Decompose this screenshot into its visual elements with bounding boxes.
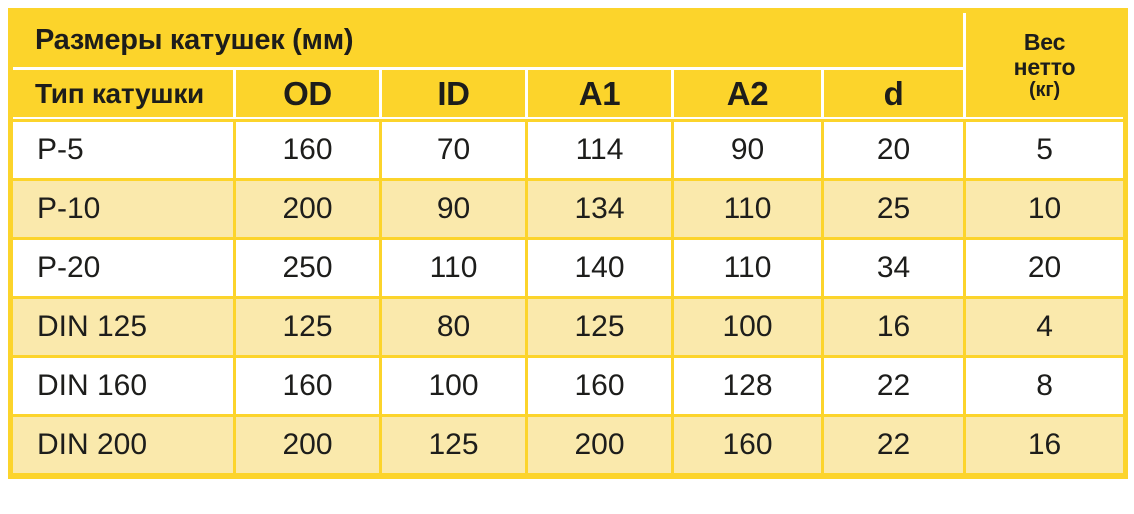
table-row: DIN 200 200 125 200 160 22 16 [13,414,1124,473]
table-row: DIN 125 125 80 125 100 16 4 [13,296,1124,355]
table-row: DIN 160 160 100 160 128 22 8 [13,355,1124,414]
table-row: Р-20 250 110 140 110 34 20 [13,237,1124,296]
d-cell: 34 [821,237,964,296]
spool-type-cell: Р-10 [13,178,233,237]
spool-dimensions-table: Размеры катушек (мм) Вес нетто (кг) Тип … [8,8,1129,479]
d-cell: 22 [821,414,964,473]
a1-cell: 140 [525,237,671,296]
od-cell: 200 [233,178,379,237]
id-cell: 70 [379,119,525,178]
column-header-od: OD [233,70,379,119]
d-cell: 16 [821,296,964,355]
weight-cell: 8 [963,355,1124,414]
id-cell: 90 [379,178,525,237]
a2-cell: 110 [671,178,821,237]
a2-cell: 100 [671,296,821,355]
spool-type-cell: DIN 125 [13,296,233,355]
weight-cell: 10 [963,178,1124,237]
spool-type-cell: DIN 200 [13,414,233,473]
id-cell: 80 [379,296,525,355]
weight-cell: 20 [963,237,1124,296]
spool-type-cell: Р-5 [13,119,233,178]
od-cell: 200 [233,414,379,473]
weight-cell: 4 [963,296,1124,355]
od-cell: 160 [233,119,379,178]
id-cell: 110 [379,237,525,296]
table-row: Р-5 160 70 114 90 20 5 [13,119,1124,178]
a1-cell: 200 [525,414,671,473]
a1-cell: 134 [525,178,671,237]
a1-cell: 160 [525,355,671,414]
a1-cell: 114 [525,119,671,178]
a2-cell: 90 [671,119,821,178]
column-header-a1: A1 [525,70,671,119]
table-title: Размеры катушек (мм) [13,13,964,70]
title-row: Размеры катушек (мм) Вес нетто (кг) [13,13,1124,119]
column-header-d: d [821,70,964,119]
weight-cell: 16 [963,414,1124,473]
d-cell: 22 [821,355,964,414]
id-cell: 100 [379,355,525,414]
od-cell: 160 [233,355,379,414]
a2-cell: 128 [671,355,821,414]
od-cell: 125 [233,296,379,355]
weight-header-label: Вес нетто [1013,29,1076,80]
spool-type-cell: Р-20 [13,237,233,296]
a1-cell: 125 [525,296,671,355]
column-header-row: Тип катушки OD ID A1 A2 d [13,70,1123,119]
weight-header-unit: (кг) [1029,78,1061,101]
d-cell: 20 [821,119,964,178]
column-header-weight-netto: Вес нетто (кг) [963,13,1124,119]
column-header-id: ID [379,70,525,119]
table-row: Р-10 200 90 134 110 25 10 [13,178,1124,237]
weight-cell: 5 [963,119,1124,178]
column-header-a2: A2 [671,70,821,119]
id-cell: 125 [379,414,525,473]
spool-type-cell: DIN 160 [13,355,233,414]
column-header-spool-type: Тип катушки [13,70,233,119]
d-cell: 25 [821,178,964,237]
a2-cell: 110 [671,237,821,296]
a2-cell: 160 [671,414,821,473]
od-cell: 250 [233,237,379,296]
